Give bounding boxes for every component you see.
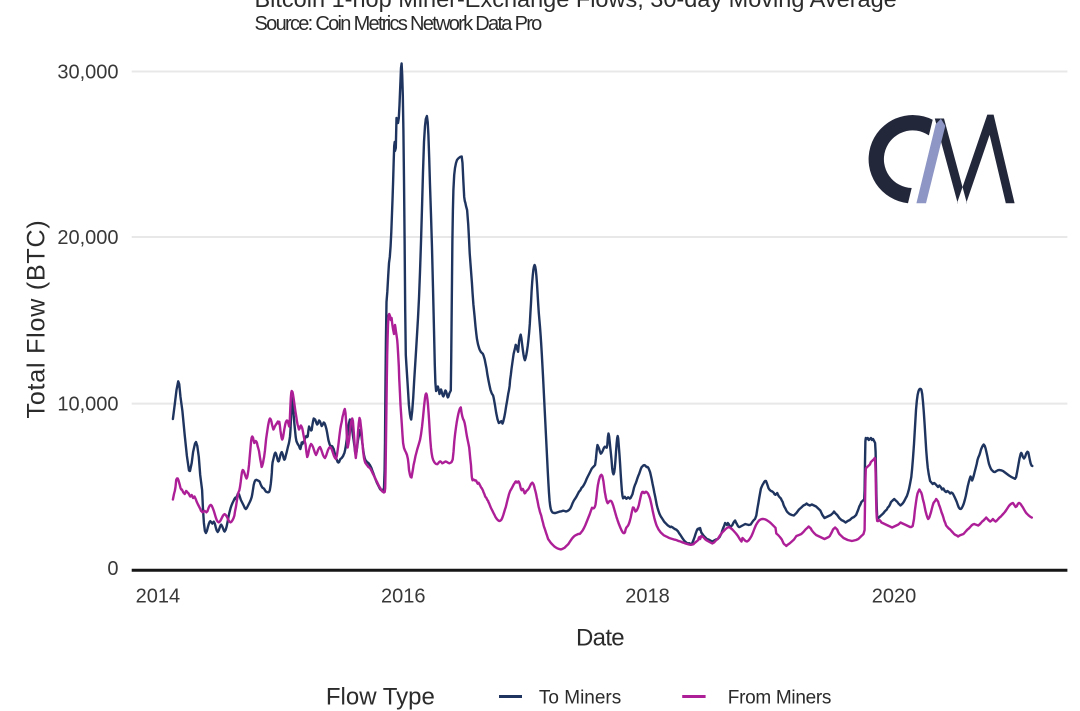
svg-text:2018: 2018 [625,586,670,608]
svg-text:10,000: 10,000 [57,394,118,416]
svg-text:30,000: 30,000 [57,62,118,84]
svg-text:Date: Date [576,625,624,652]
svg-text:2020: 2020 [872,586,917,608]
svg-text:Total Flow (BTC): Total Flow (BTC) [23,220,51,419]
svg-text:Source: Coin Metrics Network D: Source: Coin Metrics Network Data Pro [255,13,543,35]
svg-text:Flow Type: Flow Type [326,683,435,710]
svg-text:0: 0 [107,558,118,580]
svg-text:From Miners: From Miners [728,687,831,708]
svg-text:2016: 2016 [381,586,426,608]
svg-text:20,000: 20,000 [57,227,118,249]
svg-text:2014: 2014 [136,586,181,608]
svg-text:To Miners: To Miners [539,687,621,708]
svg-text:Bitcoin 1-hop Miner-Exchange F: Bitcoin 1-hop Miner-Exchange Flows, 30-d… [255,0,897,12]
